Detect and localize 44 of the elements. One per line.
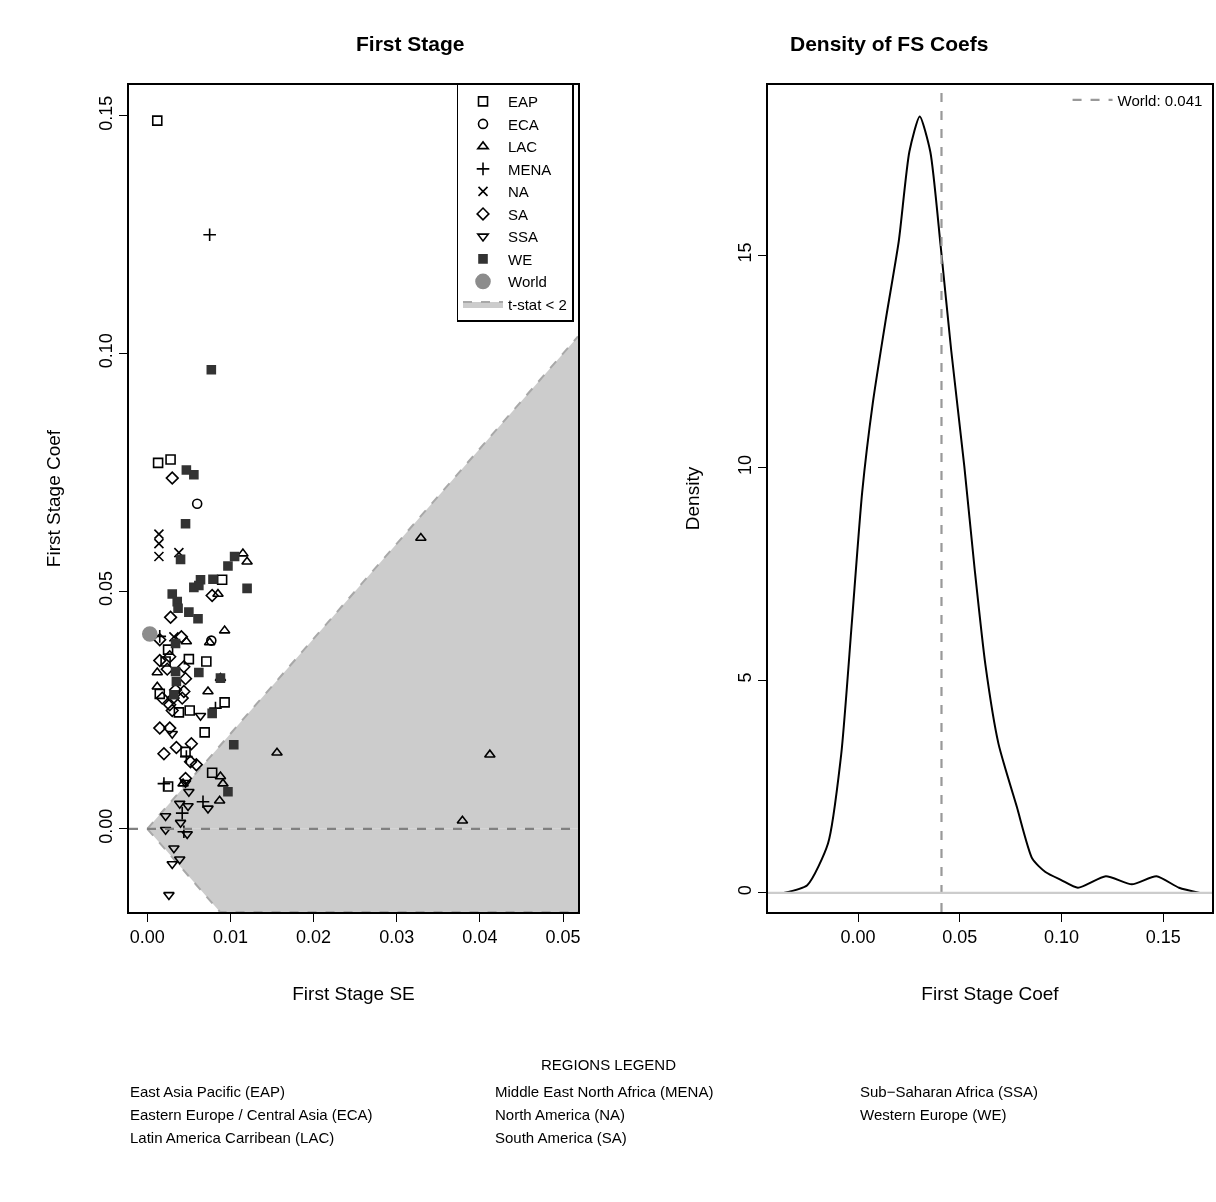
legend-label: SSA xyxy=(508,228,539,246)
y-tick-label: 0.05 xyxy=(96,570,117,606)
legend-label: ECA xyxy=(508,115,539,133)
y-tick-label: 0.15 xyxy=(96,95,117,131)
x-tick-label: 0.02 xyxy=(296,927,332,948)
text: South America (SA) xyxy=(495,1129,627,1146)
x-tick-label: 0.10 xyxy=(1043,927,1080,948)
x-tick-label: 0.04 xyxy=(462,927,498,948)
legend-label: World xyxy=(508,273,547,291)
y-tick-label: 0.10 xyxy=(96,333,117,369)
y-tick-label: 10 xyxy=(735,454,756,475)
legend-label: LAC xyxy=(508,138,538,156)
text: North America (NA) xyxy=(495,1106,626,1123)
y-tick-label: 15 xyxy=(735,242,756,263)
legend-label: SA xyxy=(508,205,529,223)
y-axis-title: Density xyxy=(682,466,704,531)
text: Latin America Carribean (LAC) xyxy=(130,1129,335,1146)
legend-label: World: 0.041 xyxy=(1117,91,1203,109)
y-axis-title: First Stage Coef xyxy=(43,429,65,568)
y-tick-label: 5 xyxy=(735,672,756,683)
x-tick-label: 0.00 xyxy=(129,927,165,948)
legend-label: WE xyxy=(508,250,533,268)
x-tick-label: 0.05 xyxy=(942,927,978,948)
x-tick-label: 0.15 xyxy=(1145,927,1181,948)
y-tick-label: 0.00 xyxy=(96,808,117,844)
x-tick-label: 0.03 xyxy=(379,927,415,948)
x-axis-title: First Stage Coef xyxy=(921,982,1060,1004)
text: Sub−Saharan Africa (SSA) xyxy=(860,1083,1039,1100)
chart-title: Density of FS Coefs xyxy=(790,32,989,55)
text: REGIONS LEGEND xyxy=(541,1056,677,1073)
chart-title: First Stage xyxy=(356,32,465,55)
x-tick-label: 0.01 xyxy=(212,927,248,948)
y-tick-label: 0 xyxy=(735,885,756,896)
legend-label: t-stat < 2 xyxy=(508,295,567,313)
text: Eastern Europe / Central Asia (ECA) xyxy=(130,1106,373,1123)
x-axis-title: First Stage SE xyxy=(292,982,415,1004)
text: Western Europe (WE) xyxy=(860,1106,1007,1123)
legend-label: NA xyxy=(508,183,529,201)
text: East Asia Pacific (EAP) xyxy=(130,1083,286,1100)
text: Middle East North Africa (MENA) xyxy=(495,1083,714,1100)
x-tick-label: 0.00 xyxy=(840,927,876,948)
x-tick-label: 0.05 xyxy=(545,927,581,948)
legend-label: MENA xyxy=(508,160,552,178)
legend-label: EAP xyxy=(508,93,539,111)
